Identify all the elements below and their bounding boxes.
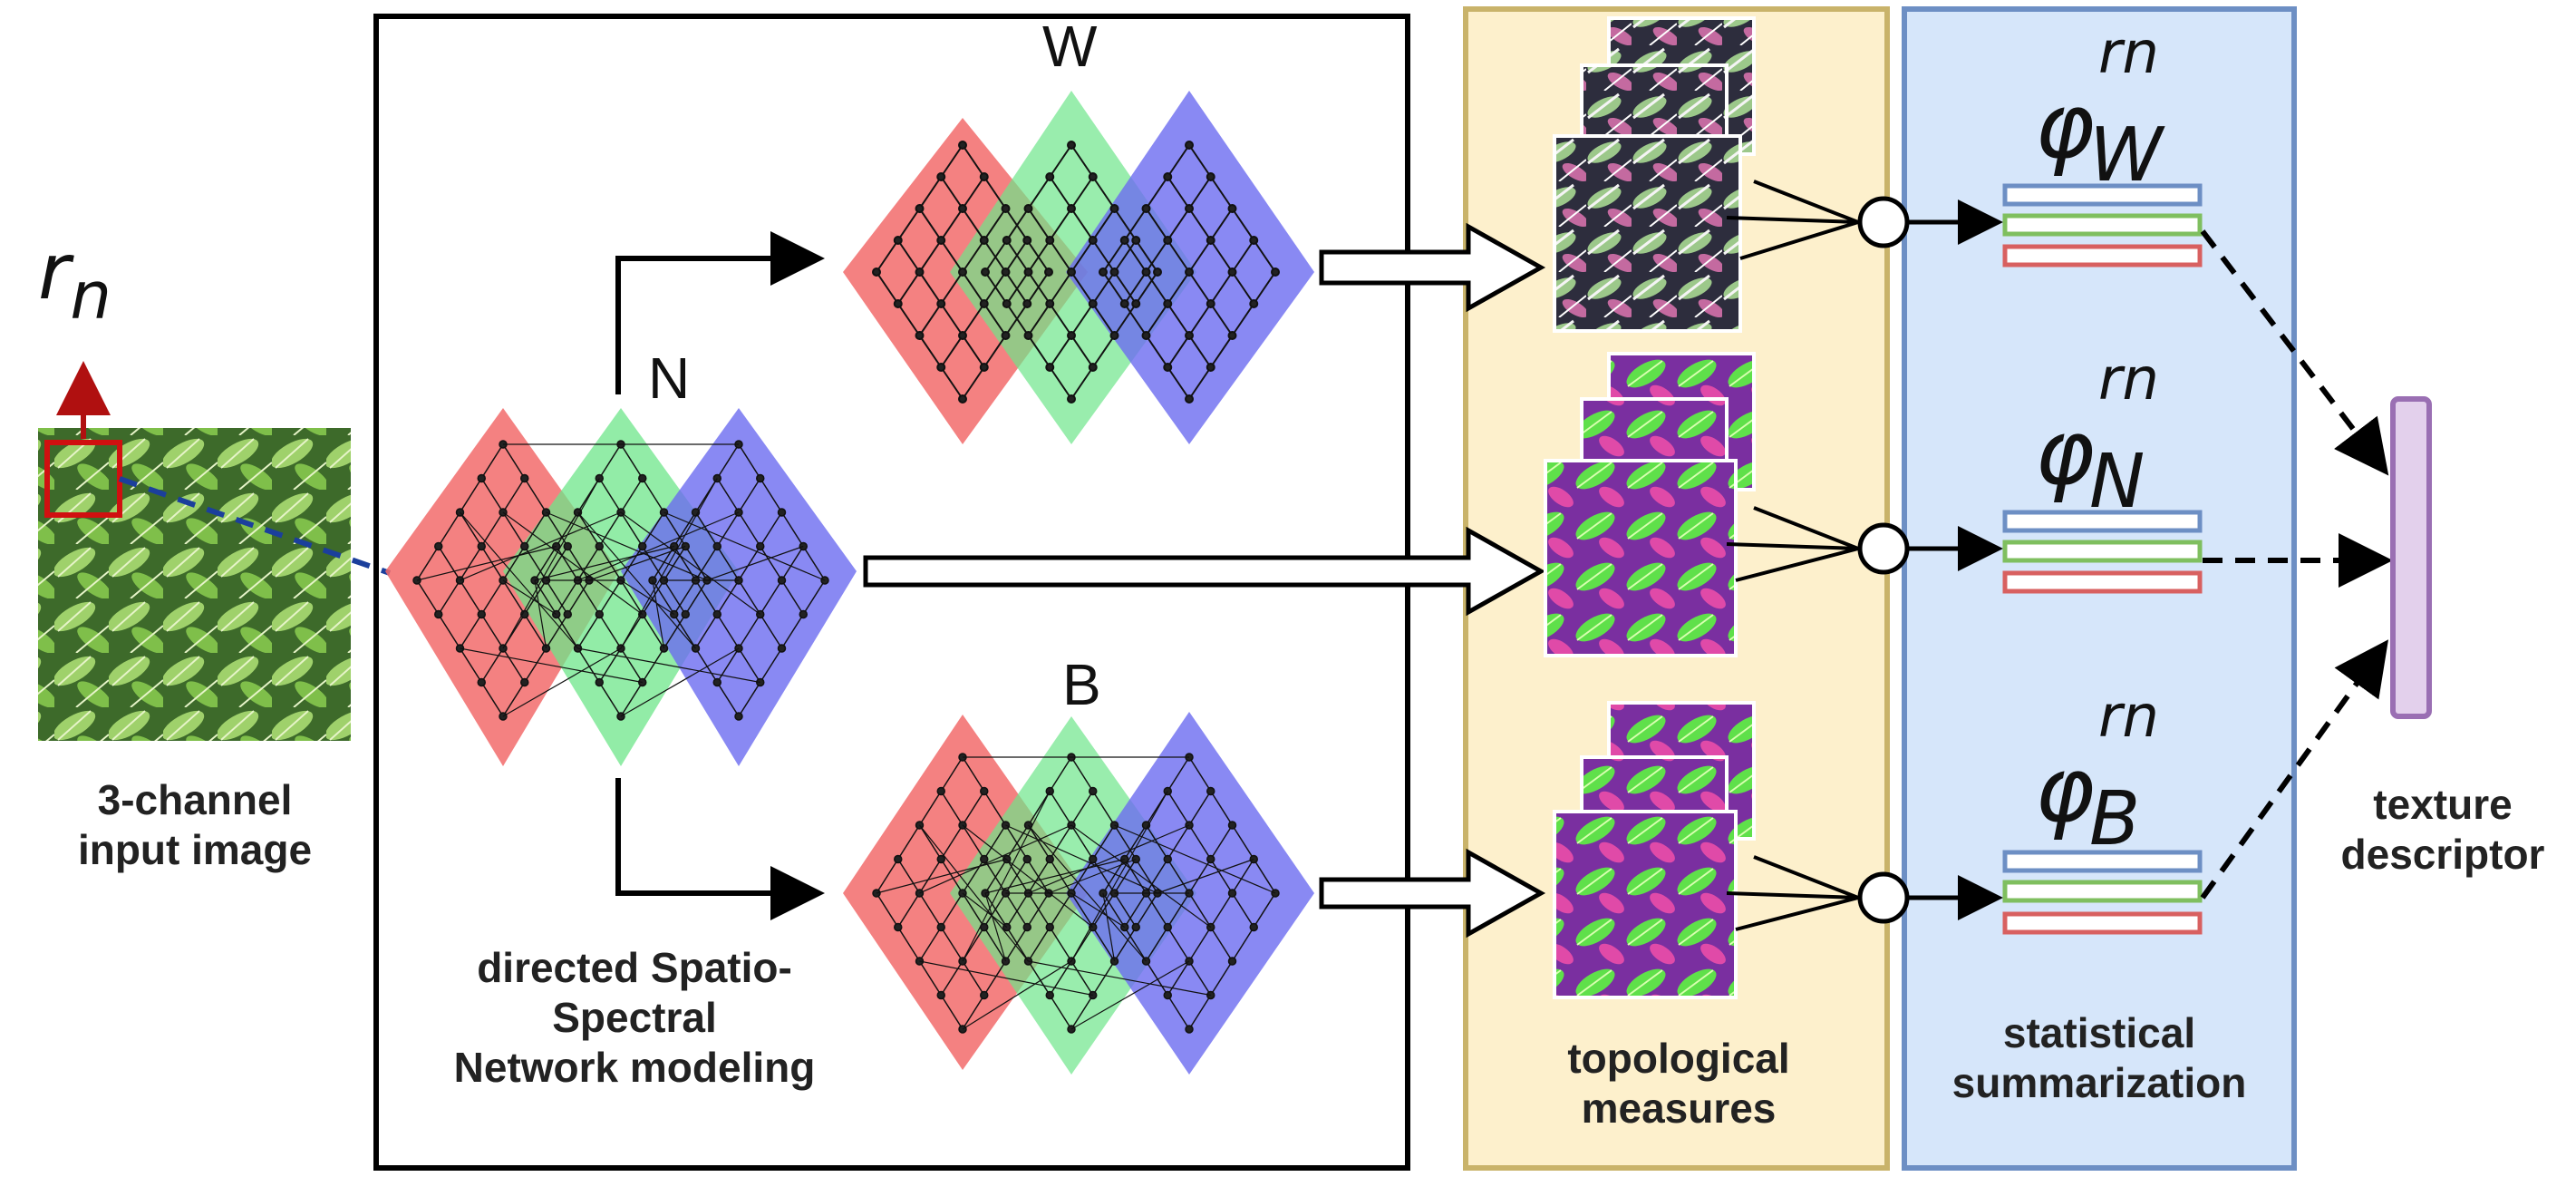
merge-N [1726, 506, 1859, 582]
label-W: W [1042, 14, 1098, 79]
label-B: B [1062, 652, 1101, 717]
network-W [843, 91, 1314, 444]
phi-W-sym: φ [2035, 73, 2095, 179]
phi-B-sup: rn [2098, 684, 2159, 751]
patch-link-dashed [119, 476, 391, 576]
topo-stack-N [1544, 352, 1756, 657]
topological-caption-line2: measures [1581, 1085, 1777, 1133]
phi-W-sup: rn [2098, 20, 2159, 87]
rn-label: rn [38, 227, 111, 334]
merge-B [1726, 855, 1859, 931]
statistical-caption-line1: statistical [2002, 1009, 2196, 1056]
pool-circle-B [1857, 871, 1910, 924]
phi-B-sym: φ [2035, 736, 2095, 842]
hollow-arrow-W [1319, 222, 1546, 313]
phi-B-label: rn φB [2035, 684, 2159, 862]
texture-descriptor-bar [2390, 396, 2432, 719]
dashed-arrow-W [2200, 229, 2389, 476]
input-caption: 3-channel input image [18, 775, 372, 875]
hollow-arrow-B [1319, 848, 1546, 939]
input-caption-line1: 3-channel [97, 776, 293, 823]
topo-stack-B [1553, 701, 1756, 999]
rn-r: r [38, 227, 71, 317]
network-N [385, 408, 857, 766]
feature-bars-W [2002, 183, 2203, 268]
arrow-N-to-W [615, 231, 825, 394]
input-caption-line2: input image [77, 826, 313, 874]
network-caption-line1: directed Spatio- [477, 944, 792, 991]
topological-caption-line1: topological [1567, 1035, 1790, 1082]
input-image [38, 428, 351, 741]
dashed-arrow-B [2200, 639, 2389, 900]
phi-W-label: rn φW [2035, 20, 2168, 199]
phi-W-sub: W [2088, 112, 2164, 199]
feature-bars-N [2002, 510, 2203, 594]
network-caption-line2: Spectral [552, 994, 717, 1042]
arrow-N-to-B [615, 778, 825, 920]
feature-bars-B [2002, 850, 2203, 935]
statistical-caption: statistical summarization [1904, 1008, 2294, 1108]
descriptor-caption-line1: texture [2373, 781, 2513, 828]
hollow-arrow-N [863, 526, 1546, 617]
pool-circle-N [1857, 522, 1910, 575]
network-panel [373, 14, 1410, 1171]
phi-N-sup: rn [2098, 346, 2159, 413]
descriptor-caption-line2: descriptor [2340, 831, 2545, 879]
network-caption: directed Spatio- Spectral Network modeli… [399, 943, 870, 1094]
phi-N-sub: N [2088, 439, 2145, 525]
phi-N-sym: φ [2035, 399, 2095, 505]
phi-N-label: rn φN [2035, 346, 2159, 525]
label-N: N [648, 345, 691, 411]
phi-B-sub: B [2088, 776, 2141, 862]
topological-caption: topological measures [1466, 1034, 1892, 1133]
network-caption-line3: Network modeling [453, 1044, 816, 1092]
network-B [843, 712, 1314, 1075]
statistical-caption-line2: summarization [1951, 1059, 2247, 1107]
rn-n: n [70, 258, 111, 334]
merge-W [1726, 180, 1859, 260]
topo-stack-W [1553, 16, 1756, 333]
descriptor-caption: texture descriptor [2316, 780, 2570, 880]
pool-circle-W [1857, 196, 1910, 248]
